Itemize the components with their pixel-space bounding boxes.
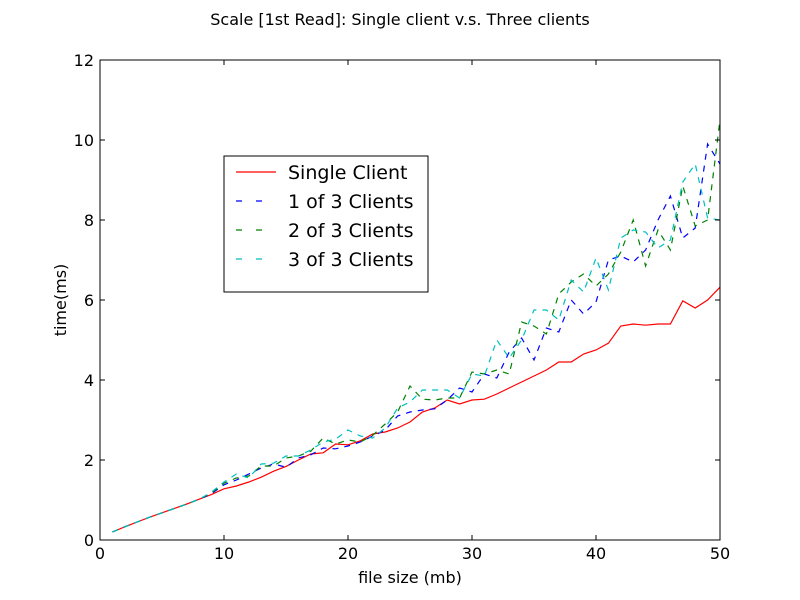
legend-box xyxy=(223,155,429,293)
x-axis-label: file size (mb) xyxy=(358,568,462,587)
x-tick-label: 20 xyxy=(338,544,358,563)
y-axis-label: time(ms) xyxy=(51,264,70,337)
chart-title: Scale [1st Read]: Single client v.s. Thr… xyxy=(210,10,590,29)
series-line-3 xyxy=(112,119,721,533)
y-tick-label: 10 xyxy=(74,131,94,150)
plot-frame xyxy=(99,59,721,541)
x-tick-label: 50 xyxy=(710,544,730,563)
y-tick-label: 0 xyxy=(84,531,94,550)
legend-label: 2 of 3 Clients xyxy=(288,220,414,242)
x-tick-label: 40 xyxy=(586,544,606,563)
legend-label: Single Client xyxy=(288,162,407,184)
x-tick-label: 10 xyxy=(214,544,234,563)
y-tick-label: 6 xyxy=(84,291,94,310)
y-tick-label: 4 xyxy=(84,371,94,390)
y-tick-label: 12 xyxy=(74,51,94,70)
legend-label: 3 of 3 Clients xyxy=(288,249,414,271)
plot-area: 0 10 20 30 40 50 0 2 4 6 8 10 12 Single Client 1 of 3 … xyxy=(74,51,731,563)
series-line-4 xyxy=(112,162,721,533)
legend-label: 1 of 3 Clients xyxy=(288,191,414,213)
y-tick-label: 8 xyxy=(84,211,94,230)
series-line-1 xyxy=(112,286,721,533)
x-tick-label: 30 xyxy=(462,544,482,563)
series-line-2 xyxy=(112,142,721,533)
y-tick-label: 2 xyxy=(84,451,94,470)
x-tick-label: 0 xyxy=(95,544,105,563)
